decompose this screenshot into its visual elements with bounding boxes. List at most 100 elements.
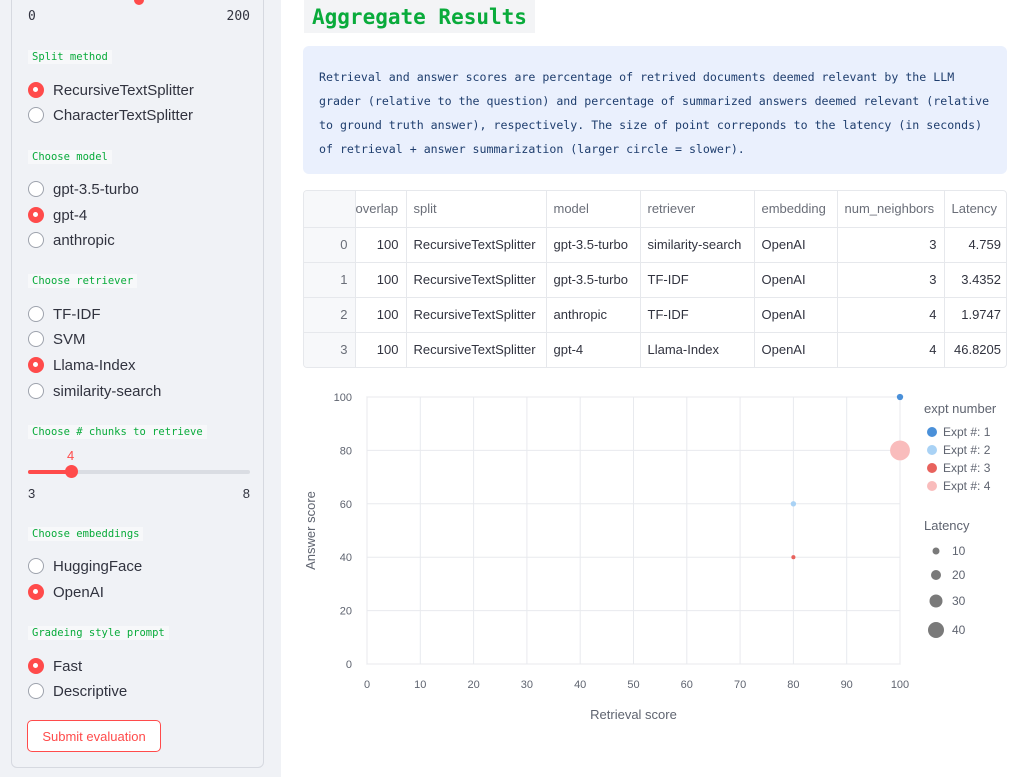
table-cell[interactable]: 3 [837, 227, 945, 263]
table-cell[interactable]: TF-IDF [640, 297, 755, 333]
table-cell[interactable]: 3 [837, 262, 945, 298]
chunks-slider[interactable]: 4 3 8 [28, 448, 250, 501]
table-cell[interactable]: OpenAI [754, 227, 838, 263]
table-cell[interactable]: similarity-search [640, 227, 755, 263]
table-cell[interactable]: gpt-3.5-turbo [546, 227, 641, 263]
radio-retriever-llama[interactable]: Llama-Index [28, 355, 136, 375]
table-cell[interactable]: OpenAI [754, 262, 838, 298]
radio-model-gpt4[interactable]: gpt-4 [28, 205, 87, 225]
size-legend-title: Latency [924, 518, 970, 533]
table-cell[interactable]: 4 [837, 297, 945, 333]
embeddings-label: Choose embeddings [28, 527, 144, 541]
legend-item: Expt #: 2 [943, 443, 991, 457]
size-legend-marker [931, 570, 941, 580]
radio-label: gpt-4 [53, 206, 88, 224]
x-tick-label: 80 [787, 679, 799, 691]
size-legend-label: 20 [952, 568, 966, 582]
radio-dot [28, 207, 44, 223]
radio-dot [28, 357, 44, 373]
table-cell[interactable]: 46.8205 [954, 342, 1001, 358]
scatter-point[interactable] [791, 555, 796, 560]
column-header[interactable]: retriever [640, 191, 755, 228]
slider-max: 8 [242, 486, 250, 501]
results-table[interactable]: overlap split model retriever embedding … [303, 190, 1007, 368]
table-cell[interactable]: 1 [304, 262, 356, 298]
table-cell[interactable]: 2 [304, 297, 356, 333]
table-cell[interactable]: RecursiveTextSplitter [406, 227, 547, 263]
table-cell[interactable]: gpt-3.5-turbo [546, 262, 641, 298]
radio-retriever-similarity[interactable]: similarity-search [28, 381, 161, 401]
table-cell[interactable]: 4 [837, 332, 945, 367]
table-cell[interactable]: anthropic [546, 297, 641, 333]
table-cell[interactable]: 100 [355, 297, 407, 333]
radio-dot [28, 306, 44, 322]
chunks-label: Choose # chunks to retrieve [28, 425, 207, 439]
legend-swatch [927, 445, 937, 455]
page-title: Aggregate Results [304, 0, 535, 33]
table-cell[interactable]: 1.9747 [944, 297, 1006, 333]
radio-model-gpt35[interactable]: gpt-3.5-turbo [28, 179, 139, 199]
results-scatter-chart[interactable]: 0 10 20 30 40 50 60 70 80 90 100 0 20 40 60 80 100 Retrie… [296, 382, 1016, 732]
radio-split-character[interactable]: CharacterTextSplitter [28, 105, 193, 125]
radio-label: SVM [53, 330, 86, 348]
legend-item: Expt #: 1 [943, 425, 991, 439]
legend-item: Expt #: 4 [943, 479, 991, 493]
legend-swatch [927, 463, 937, 473]
radio-embedding-huggingface[interactable]: HuggingFace [28, 556, 142, 576]
table-cell[interactable]: Llama-Index [640, 332, 755, 367]
column-header[interactable]: split [406, 191, 547, 228]
radio-label: Descriptive [53, 682, 128, 700]
table-cell[interactable]: TF-IDF [640, 262, 755, 298]
radio-model-anthropic[interactable]: anthropic [28, 230, 115, 250]
slider-track[interactable] [28, 470, 250, 474]
color-legend-title: expt number [924, 401, 997, 416]
radio-split-recursive[interactable]: RecursiveTextSplitter [28, 80, 194, 100]
table-cell[interactable]: 100 [355, 332, 407, 367]
column-header[interactable]: Latency [944, 191, 1006, 228]
table-cell[interactable]: 3 [304, 332, 356, 367]
radio-retriever-tfidf[interactable]: TF-IDF [28, 304, 100, 324]
table-cell[interactable]: 0 [304, 227, 356, 263]
table-cell[interactable]: 100 [355, 262, 407, 298]
table-cell[interactable]: OpenAI [754, 332, 838, 367]
column-header[interactable]: model [546, 191, 641, 228]
column-header[interactable]: embedding [754, 191, 838, 228]
table-cell[interactable]: gpt-4 [546, 332, 641, 367]
radio-label: gpt-3.5-turbo [53, 180, 139, 198]
table-cell[interactable]: RecursiveTextSplitter [406, 262, 547, 298]
submit-evaluation-button[interactable]: Submit evaluation [27, 720, 161, 752]
info-box: Retrieval and answer scores are percenta… [303, 46, 1007, 174]
x-tick-label: 10 [414, 679, 426, 691]
table-cell[interactable]: OpenAI [754, 297, 838, 333]
model-label: Choose model [28, 150, 112, 164]
size-legend-label: 10 [952, 544, 966, 558]
table-cell[interactable]: 100 [355, 227, 407, 263]
size-legend-marker [929, 594, 943, 608]
radio-grading-fast[interactable]: Fast [28, 656, 82, 676]
radio-grading-descriptive[interactable]: Descriptive [28, 681, 127, 701]
table-cell[interactable]: 3.4352 [944, 262, 1006, 298]
legend-swatch [927, 481, 937, 491]
column-header[interactable] [304, 191, 356, 228]
table-cell[interactable]: RecursiveTextSplitter [406, 332, 547, 367]
radio-label: anthropic [53, 231, 115, 249]
radio-label: Llama-Index [53, 356, 136, 374]
radio-retriever-svm[interactable]: SVM [28, 329, 86, 349]
column-header[interactable]: overlap [355, 191, 407, 228]
scatter-point[interactable] [790, 501, 797, 507]
table-cell[interactable]: 4.759 [944, 227, 1006, 263]
radio-embedding-openai[interactable]: OpenAI [28, 582, 104, 602]
radio-dot [28, 107, 44, 123]
x-tick-label: 90 [841, 679, 853, 691]
scatter-point[interactable] [890, 440, 910, 461]
table-cell[interactable]: RecursiveTextSplitter [406, 297, 547, 333]
radio-label: HuggingFace [53, 557, 143, 575]
size-legend-label: 30 [952, 594, 966, 608]
x-tick-label: 20 [467, 679, 479, 691]
scatter-point[interactable] [896, 393, 904, 401]
slider-value: 4 [67, 448, 75, 463]
table-row: 3 100 RecursiveTextSplitter gpt-4 Llama-… [304, 332, 1006, 367]
slider-thumb[interactable] [65, 465, 78, 478]
column-header[interactable]: num_neighbors [837, 191, 945, 228]
overlap-slider-thumb[interactable] [134, 0, 144, 5]
